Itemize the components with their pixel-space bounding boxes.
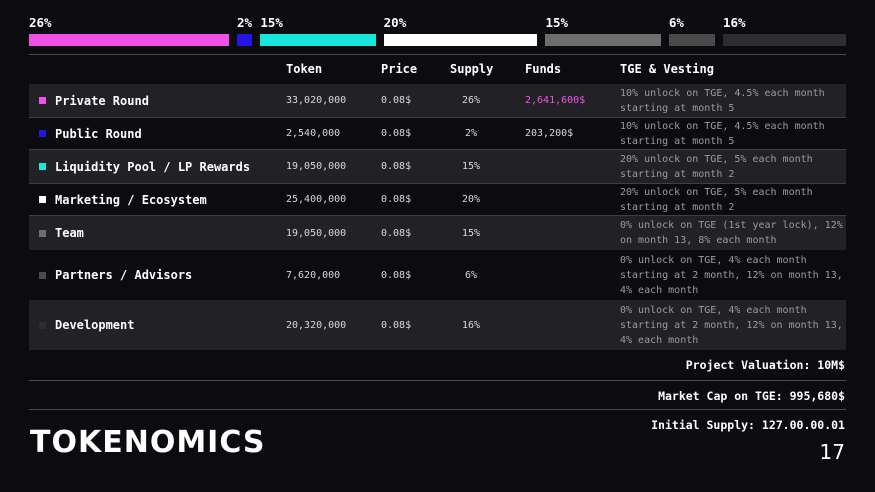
row-price: 0.08$ bbox=[381, 227, 412, 239]
bar-segment bbox=[383, 34, 538, 46]
bar-label: 26% bbox=[29, 15, 52, 30]
row-price: 0.08$ bbox=[381, 161, 412, 172]
bar-label: 16% bbox=[722, 15, 746, 30]
table-row: Public Round 2,540,000 0.08$ 2% 203,200$ 10% … bbox=[29, 118, 846, 150]
header-supply: Supply bbox=[450, 62, 494, 76]
legend-swatch bbox=[39, 97, 46, 104]
legend-swatch bbox=[39, 130, 46, 137]
row-token: 20,320,000 bbox=[286, 319, 347, 331]
row-price: 0.08$ bbox=[381, 95, 412, 106]
table-row: Team 19,050,000 0.08$ 15% 0% unlock on TGE (… bbox=[29, 216, 846, 250]
row-supply: 15% bbox=[461, 161, 481, 172]
distribution-bar: 26% 2% 15% 20% 15% 6% 16% bbox=[0, 0, 875, 50]
row-token: 19,050,000 bbox=[286, 227, 347, 239]
row-funds: 203,200$ bbox=[525, 128, 574, 139]
table-row: Partners / Advisors 7,620,000 0.08$ 6% 0% un… bbox=[29, 250, 846, 300]
divider bbox=[29, 380, 846, 381]
project-valuation: Project Valuation: 10M$ bbox=[685, 358, 845, 372]
header-funds: Funds bbox=[525, 62, 562, 76]
row-token: 33,020,000 bbox=[286, 95, 347, 106]
bar-segment bbox=[29, 34, 229, 46]
row-name-cell: Partners / Advisors bbox=[39, 250, 192, 300]
row-token: 19,050,000 bbox=[286, 161, 347, 172]
row-supply: 15% bbox=[461, 227, 481, 239]
row-supply: 20% bbox=[461, 194, 481, 205]
row-vesting: 0% unlock on TGE, 4% each month starting… bbox=[620, 254, 843, 296]
allocation-table: Private Round 33,020,000 0.08$ 26% 2,641,600… bbox=[29, 84, 846, 350]
row-name: Private Round bbox=[55, 93, 149, 108]
row-name-cell: Marketing / Ecosystem bbox=[39, 184, 207, 215]
bar-segment bbox=[236, 34, 253, 46]
bar-segment bbox=[722, 34, 846, 46]
row-name: Development bbox=[55, 318, 135, 332]
row-price: 0.08$ bbox=[381, 128, 412, 139]
row-supply: 2% bbox=[464, 128, 478, 139]
row-name-cell: Liquidity Pool / LP Rewards bbox=[39, 150, 250, 183]
divider bbox=[29, 409, 846, 410]
row-token: 7,620,000 bbox=[286, 269, 341, 281]
legend-swatch bbox=[39, 196, 46, 203]
legend-swatch bbox=[39, 321, 46, 329]
bar-label: 6% bbox=[668, 15, 684, 30]
header-price: Price bbox=[381, 62, 418, 76]
legend-swatch bbox=[39, 163, 46, 170]
row-vesting: 20% unlock on TGE, 5% each month startin… bbox=[620, 186, 813, 213]
table-row: Development 20,320,000 0.08$ 16% 0% unlock o… bbox=[29, 300, 846, 350]
bar-label: 20% bbox=[383, 15, 407, 30]
row-token: 25,400,000 bbox=[286, 194, 347, 205]
bar-segment bbox=[668, 34, 715, 46]
row-name-cell: Private Round bbox=[39, 84, 149, 117]
table-row: Marketing / Ecosystem 25,400,000 0.08$ 20% 2… bbox=[29, 184, 846, 216]
page-number: 17 bbox=[819, 440, 845, 464]
header-vesting: TGE & Vesting bbox=[620, 62, 714, 76]
row-funds: 2,641,600$ bbox=[525, 95, 586, 106]
row-vesting: 0% unlock on TGE, 4% each month starting… bbox=[620, 304, 843, 346]
row-price: 0.08$ bbox=[381, 319, 412, 331]
table-header: Token Price Supply Funds TGE & Vesting bbox=[0, 62, 875, 80]
row-supply: 26% bbox=[461, 95, 481, 106]
table-row: Liquidity Pool / LP Rewards 19,050,000 0.0… bbox=[29, 150, 846, 184]
row-name: Team bbox=[55, 226, 84, 240]
row-name: Partners / Advisors bbox=[55, 268, 193, 282]
row-name: Public Round bbox=[55, 126, 142, 141]
row-vesting: 0% unlock on TGE (1st year lock), 12% on… bbox=[620, 220, 843, 246]
row-supply: 6% bbox=[464, 269, 478, 281]
row-vesting: 10% unlock on TGE, 4.5% each month start… bbox=[620, 120, 825, 147]
divider bbox=[29, 54, 846, 55]
row-vesting: 20% unlock on TGE, 5% each month startin… bbox=[620, 153, 813, 180]
legend-swatch bbox=[39, 229, 46, 237]
initial-supply: Initial Supply: 127.00.00.01 bbox=[651, 418, 845, 432]
bar-label: 15% bbox=[260, 15, 283, 30]
row-price: 0.08$ bbox=[381, 269, 412, 281]
row-supply: 16% bbox=[461, 319, 481, 331]
header-token: Token bbox=[286, 62, 323, 76]
row-name-cell: Team bbox=[39, 216, 84, 250]
page-title: TOKENOMICS bbox=[30, 425, 266, 460]
row-name-cell: Public Round bbox=[39, 118, 142, 149]
row-price: 0.08$ bbox=[381, 194, 412, 205]
market-cap: Market Cap on TGE: 995,680$ bbox=[658, 389, 845, 403]
row-name-cell: Development bbox=[39, 300, 134, 350]
bar-label: 2% bbox=[236, 15, 252, 30]
table-row: Private Round 33,020,000 0.08$ 26% 2,641,600… bbox=[29, 84, 846, 118]
bar-label: 15% bbox=[545, 15, 569, 30]
row-name: Marketing / Ecosystem bbox=[55, 192, 207, 207]
row-token: 2,540,000 bbox=[286, 128, 341, 139]
legend-swatch bbox=[39, 271, 46, 279]
row-name: Liquidity Pool / LP Rewards bbox=[55, 159, 251, 174]
row-vesting: 10% unlock on TGE, 4.5% each month start… bbox=[620, 87, 825, 114]
bar-segment bbox=[260, 34, 376, 46]
bar-segment bbox=[545, 34, 661, 46]
